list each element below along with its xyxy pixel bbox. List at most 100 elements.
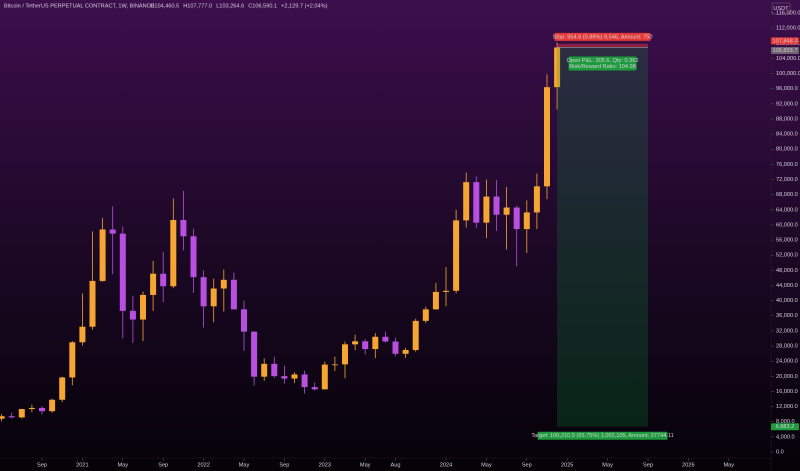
candle-body (291, 374, 298, 379)
y-tick-label: 4,000.0 (776, 434, 795, 440)
candle-body (160, 273, 167, 287)
candle-body (99, 229, 106, 281)
y-tick-label: 64,000.0 (776, 207, 798, 213)
stop-price: 107,848.3 (773, 38, 798, 44)
x-tick-label: Sep (158, 462, 168, 468)
candle-body (392, 341, 399, 354)
y-tick-label: 28,000.0 (776, 344, 798, 350)
x-tick-label: 2024 (440, 462, 452, 468)
candle-body (8, 416, 15, 418)
candle-body (372, 336, 379, 350)
candle-body (170, 220, 177, 287)
candle-body (79, 326, 86, 343)
entry-price-box (771, 46, 799, 54)
x-tick-label: Sep (37, 462, 47, 468)
candle-body (0, 416, 5, 419)
candle-body (321, 364, 328, 390)
y-tick-label: 36,000.0 (776, 313, 798, 319)
x-tick-label: May (724, 462, 735, 468)
y-tick-label: 0.0 (776, 449, 784, 455)
candle-body (301, 374, 308, 388)
stop-label: Stop: 954.6 (0.89%) 9,546, Amount: 750 (553, 34, 653, 40)
entry-price: 106,893.7 (773, 48, 798, 54)
x-tick-label: 2023 (319, 462, 331, 468)
candle-body (109, 229, 116, 234)
candle-body (382, 336, 389, 342)
x-tick-label: May (360, 462, 371, 468)
candle-body (362, 341, 369, 350)
target-label-box (537, 431, 668, 440)
x-tick-label: Aug (391, 462, 401, 468)
x-tick-label: Sep (522, 462, 532, 468)
ohlc-value: C106,590.1 (248, 3, 277, 9)
candle-body (59, 377, 66, 400)
y-tick-label: 12,000.0 (776, 404, 798, 410)
candle-body (281, 376, 288, 379)
y-tick-label: 76,000.0 (776, 162, 798, 168)
y-tick-label: 96,000.0 (776, 86, 798, 92)
candle-body (412, 320, 419, 351)
candle-body (523, 212, 530, 230)
y-tick-label: 60,000.0 (776, 222, 798, 228)
x-tick-label: Sep (279, 462, 289, 468)
y-tick-label: 52,000.0 (776, 253, 798, 259)
y-tick-label: 104,000.0 (776, 56, 800, 62)
candle-body (554, 47, 561, 88)
candle-body (271, 363, 278, 377)
candle-body (69, 342, 76, 378)
currency[interactable]: USDT (773, 6, 789, 12)
candle-body (422, 309, 429, 321)
candle-body (140, 294, 146, 320)
candle-body (210, 288, 217, 307)
ohlc-value: O104,460.5 (150, 3, 179, 9)
x-tick-label: 2021 (76, 462, 88, 468)
candle-body (150, 273, 157, 295)
stop-label-box (554, 32, 651, 41)
y-tick-label: 56,000.0 (776, 238, 798, 244)
ohlc-value: H107,777.0 (183, 3, 212, 9)
candle-body (28, 407, 35, 410)
candle-body (463, 182, 470, 221)
candle-body (402, 350, 409, 354)
y-tick-label: 16,000.0 (776, 389, 798, 395)
candle-body (503, 207, 510, 215)
candle-body (180, 220, 187, 237)
ohlc-value: L103,264.6 (216, 3, 244, 9)
y-tick-label: 72,000.0 (776, 177, 798, 183)
currency-box[interactable] (771, 2, 791, 15)
candle-body (533, 186, 540, 213)
target-zone (557, 47, 648, 427)
candle-body (352, 341, 359, 345)
pnl-label: Open P&L: 305.6, Qty: 0.362 (567, 58, 639, 64)
y-tick-label: 116,000.0 (776, 10, 800, 16)
candle-body (230, 279, 237, 310)
chart-title: Bitcoin / TetherUS PERPETUAL CONTRACT, 1… (4, 3, 155, 9)
candle-body (89, 280, 96, 327)
y-tick-label: 88,000.0 (776, 116, 798, 122)
target-price: 6,683.2 (776, 424, 795, 430)
candle-body (483, 196, 490, 223)
target-price-box (771, 423, 799, 431)
candle-body (241, 309, 247, 332)
candle-body (331, 364, 338, 366)
y-tick-label: 68,000.0 (776, 192, 798, 198)
candle-body (39, 407, 45, 412)
x-tick-label: 2026 (682, 462, 694, 468)
candle-body (190, 236, 197, 278)
x-tick-label: Sep (643, 462, 653, 468)
y-tick-label: 32,000.0 (776, 328, 798, 334)
y-tick-label: 8,000.0 (776, 419, 795, 425)
y-tick-label: 20,000.0 (776, 374, 798, 380)
candle-body (432, 291, 439, 310)
x-tick-label: May (602, 462, 613, 468)
candle-body (544, 87, 550, 187)
candle-body (129, 310, 136, 320)
candle-body (18, 409, 25, 418)
candle-body (119, 233, 126, 311)
x-tick-label: May (118, 462, 129, 468)
candle-body (200, 277, 207, 307)
candle-body (251, 331, 258, 377)
y-tick-label: 40,000.0 (776, 298, 798, 304)
